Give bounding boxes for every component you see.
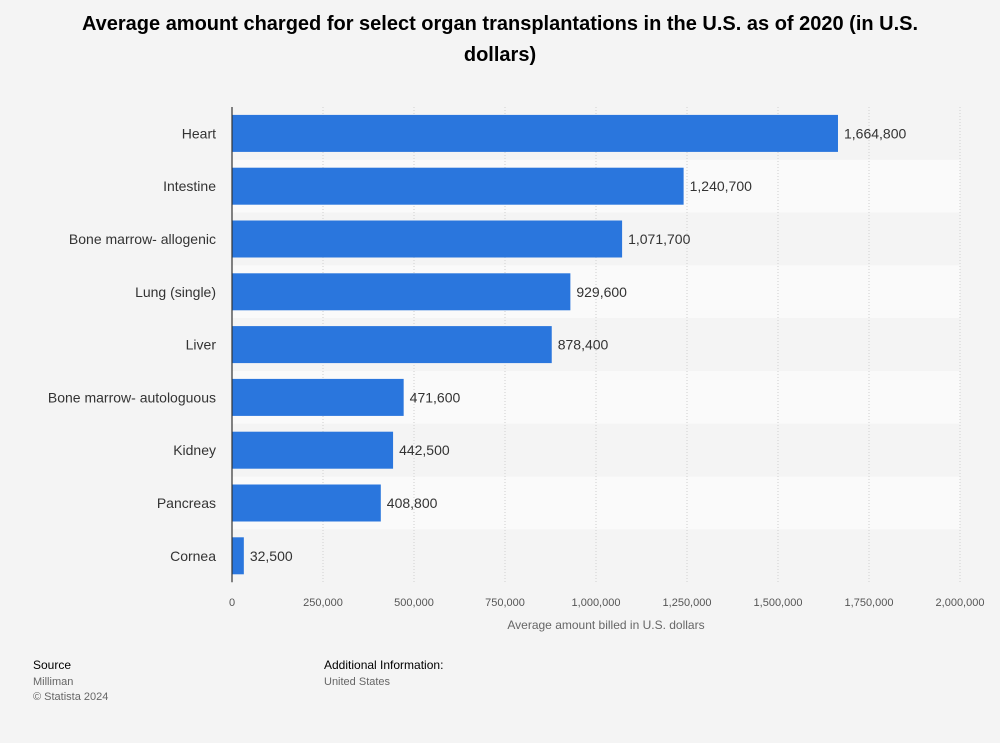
category-label: Pancreas bbox=[157, 495, 216, 511]
bars bbox=[232, 114, 838, 575]
additional-info-line: United States bbox=[324, 676, 391, 688]
bar-chart: Heart Intestine Bone marrow- allogenic Lung… bbox=[48, 107, 985, 632]
value-label: 1,071,700 bbox=[628, 231, 690, 247]
bar[interactable] bbox=[232, 378, 404, 416]
x-tick-label: 500,000 bbox=[394, 597, 434, 609]
value-label: 32,500 bbox=[250, 548, 293, 564]
value-labels: 1,664,800 1,240,700 1,071,700 929,600 878,40… bbox=[250, 125, 907, 563]
category-label: Bone marrow- autologuous bbox=[48, 389, 216, 405]
value-label: 878,400 bbox=[558, 337, 609, 353]
bar[interactable] bbox=[232, 484, 381, 522]
x-tick-label: 1,000,000 bbox=[572, 597, 621, 609]
bar[interactable] bbox=[232, 273, 571, 311]
bar[interactable] bbox=[232, 114, 838, 152]
bar[interactable] bbox=[232, 220, 623, 258]
category-label: Cornea bbox=[170, 548, 216, 564]
x-tick-label: 1,750,000 bbox=[845, 597, 894, 609]
category-label: Heart bbox=[182, 125, 216, 141]
row-band bbox=[232, 529, 960, 583]
x-tick-label: 2,000,000 bbox=[936, 597, 985, 609]
source-line: Milliman bbox=[33, 676, 74, 688]
chart-title: Average amount charged for select organ … bbox=[81, 13, 919, 66]
x-tick-label: 1,250,000 bbox=[663, 597, 712, 609]
category-label: Bone marrow- allogenic bbox=[69, 231, 216, 247]
category-label: Kidney bbox=[173, 442, 216, 458]
value-label: 1,664,800 bbox=[844, 125, 906, 141]
x-tick-label: 750,000 bbox=[485, 597, 525, 609]
x-tick-label: 0 bbox=[229, 597, 235, 609]
x-tick-label: 1,500,000 bbox=[754, 597, 803, 609]
category-labels: Heart Intestine Bone marrow- allogenic Lung… bbox=[48, 125, 216, 563]
source-heading: Source bbox=[33, 658, 72, 672]
bar[interactable] bbox=[232, 431, 394, 469]
x-axis-title: Average amount billed in U.S. dollars bbox=[507, 618, 704, 632]
category-label: Intestine bbox=[163, 178, 216, 194]
copyright-line: © Statista 2024 bbox=[33, 691, 109, 703]
value-label: 408,800 bbox=[387, 495, 438, 511]
category-label: Lung (single) bbox=[135, 284, 216, 300]
category-label: Liver bbox=[186, 337, 217, 353]
additional-info-heading: Additional Information: bbox=[324, 658, 444, 672]
x-tick-label: 250,000 bbox=[303, 597, 343, 609]
bar[interactable] bbox=[232, 537, 244, 575]
x-tick-labels: 0 250,000 500,000 750,000 1,000,000 1,250,000… bbox=[229, 597, 985, 609]
value-label: 442,500 bbox=[399, 442, 450, 458]
value-label: 1,240,700 bbox=[690, 178, 752, 194]
value-label: 471,600 bbox=[410, 389, 461, 405]
bar[interactable] bbox=[232, 326, 552, 364]
value-label: 929,600 bbox=[576, 284, 627, 300]
bar[interactable] bbox=[232, 167, 684, 205]
